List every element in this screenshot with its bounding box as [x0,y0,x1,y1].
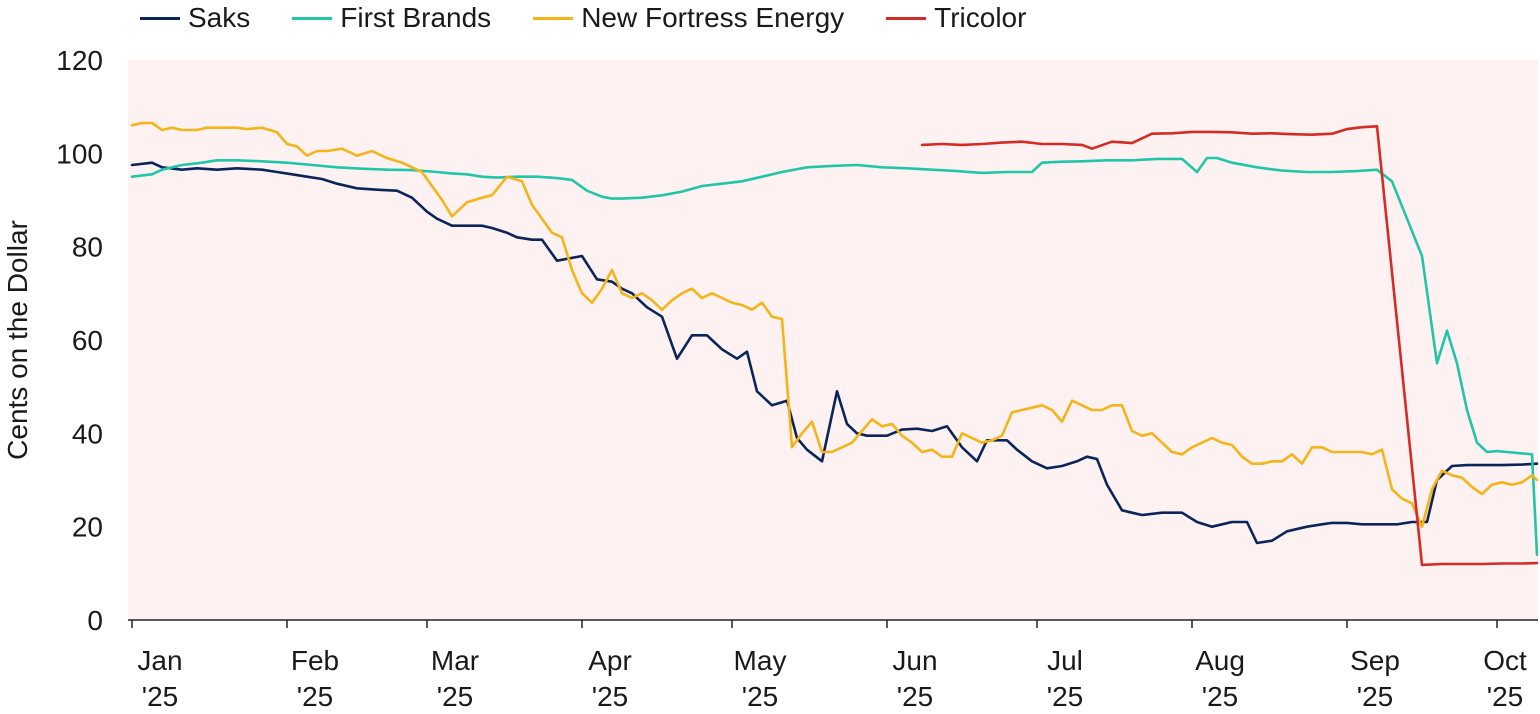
legend-item-saks: Saks [140,0,250,36]
x-tick-year-sep: '25 [1357,681,1394,712]
x-tick-year-jul: '25 [1047,681,1084,712]
y-tick-label-80: 80 [72,232,103,263]
legend-item-first-brands: First Brands [292,0,491,36]
x-tick-label-oct: Oct [1483,645,1527,676]
y-tick-label-20: 20 [72,512,103,543]
legend-label-tricolor: Tricolor [934,2,1027,33]
plot-area-background [128,60,1538,620]
y-tick-label-0: 0 [87,605,103,636]
legend-item-new-fortress-energy: New Fortress Energy [533,0,844,36]
legend-label-new-fortress-energy: New Fortress Energy [581,2,845,33]
x-tick-year-jan: '25 [142,681,179,712]
legend-swatch-saks [140,16,180,20]
x-tick-label-mar: Mar [431,645,479,676]
legend-label-saks: Saks [188,2,251,33]
series-layer [130,121,1539,567]
series-line-tricolor [920,125,1539,567]
x-tick-label-apr: Apr [588,645,632,676]
y-tick-label-120: 120 [56,45,103,76]
x-tick-label-feb: Feb [291,645,339,676]
chart-legend: Saks First Brands New Fortress Energy Tr… [140,0,1068,36]
y-tick-label-100: 100 [56,138,103,169]
x-tick-year-jun: '25 [897,681,934,712]
x-tick-label-jul: Jul [1047,645,1083,676]
y-tick-label-40: 40 [72,418,103,449]
x-tick-label-sep: Sep [1350,645,1400,676]
x-tick-year-mar: '25 [437,681,474,712]
legend-item-tricolor: Tricolor [886,0,1026,36]
series-line-saks [130,161,1539,545]
legend-label-first-brands: First Brands [340,2,492,33]
x-tick-year-may: '25 [742,681,779,712]
legend-swatch-first-brands [292,16,333,20]
x-tick-label-jun: Jun [892,645,937,676]
y-axis-title: Cents on the Dollar [2,220,33,460]
x-tick-year-feb: '25 [297,681,334,712]
x-tick-label-aug: Aug [1195,645,1245,676]
x-tick-label-may: May [734,645,787,676]
series-line-new-fortress-energy [130,121,1539,529]
y-tick-label-60: 60 [72,325,103,356]
x-axis: Jan '25 Feb '25 Mar '25 Apr '25 May '25 Jun '25 Jul '… [128,619,1538,712]
x-tick-year-oct: '25 [1487,681,1524,712]
y-axis: 0 20 40 60 80 100 120 [56,45,103,636]
legend-swatch-tricolor [886,16,927,20]
x-tick-year-aug: '25 [1202,681,1239,712]
x-tick-year-apr: '25 [592,681,629,712]
series-line-first-brands [130,156,1539,557]
x-tick-label-jan: Jan [137,645,182,676]
legend-swatch-new-fortress-energy [533,16,574,20]
